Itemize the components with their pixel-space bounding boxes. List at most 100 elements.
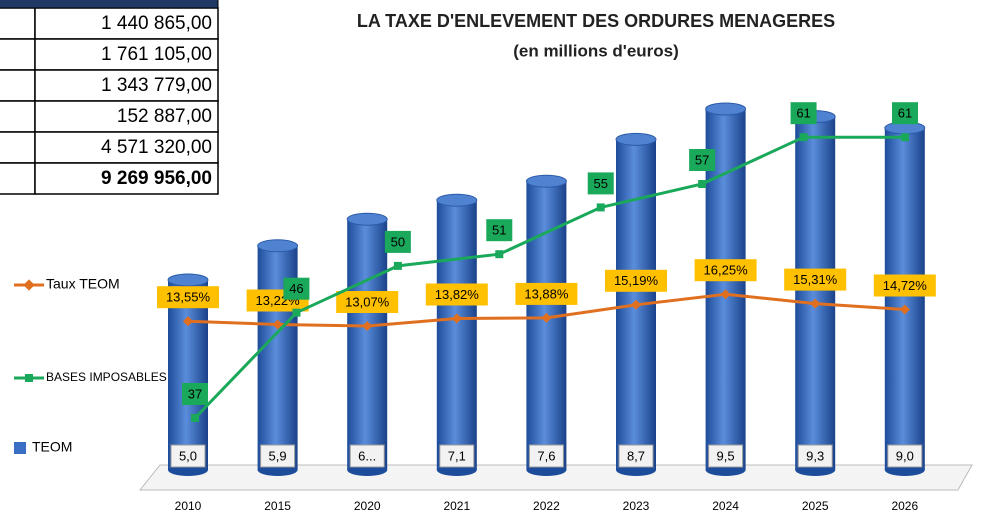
data-label: 57 (695, 152, 709, 167)
chart-subtitle: (en millions d'euros) (513, 41, 679, 60)
data-label: 9,0 (896, 448, 914, 463)
data-label-box (873, 274, 936, 297)
x-tick-label: 2024 (712, 499, 739, 513)
data-label-box (605, 269, 667, 292)
data-label-box (587, 172, 614, 195)
data-label: 14,72% (883, 278, 928, 293)
data-label-box (425, 283, 488, 306)
bar-top (257, 239, 299, 253)
marker (810, 298, 821, 309)
data-label-box (790, 102, 817, 125)
data-label: 16,25% (704, 263, 749, 278)
marker (362, 321, 373, 331)
legend-label: TEOM (32, 439, 72, 455)
legend-swatch (25, 374, 33, 382)
x-tick-label: 2022 (533, 499, 560, 513)
marker (899, 304, 910, 315)
data-label: 7,6 (537, 448, 555, 463)
data-label: 9,3 (806, 448, 824, 463)
table-cell (34, 69, 219, 102)
data-label-box (349, 444, 385, 468)
data-label-box (170, 444, 206, 468)
data-label: 6... (358, 448, 376, 463)
x-tick-label: 2025 (802, 499, 829, 513)
line-bases (193, 135, 905, 420)
marker (183, 316, 193, 327)
marker (451, 313, 462, 324)
data-label-box (689, 149, 716, 171)
data-label-box (486, 219, 513, 242)
data-label-box (157, 286, 219, 309)
marker (901, 133, 909, 142)
data-label-box (708, 444, 744, 468)
marker (720, 289, 731, 300)
table-cell (0, 38, 36, 71)
data-label-box (618, 444, 654, 468)
data-label: 55 (593, 176, 607, 191)
data-label: 46 (289, 281, 303, 296)
bar (884, 128, 925, 470)
x-tick-label: 2023 (623, 499, 650, 513)
table-cell (0, 162, 36, 195)
x-tick-label: 2021 (443, 499, 470, 513)
data-label-box (439, 444, 475, 468)
bar-top (705, 102, 747, 116)
marker (272, 319, 283, 330)
marker (191, 414, 199, 422)
table-cell (0, 69, 36, 102)
marker (799, 133, 808, 142)
x-tick-label: 2010 (175, 499, 202, 513)
marker (495, 250, 504, 259)
data-label: 61 (796, 106, 810, 121)
bar-top (525, 174, 567, 188)
table-cell (0, 131, 36, 164)
bar (168, 280, 208, 470)
data-label: 13,82% (435, 287, 480, 302)
data-label: 5,0 (179, 448, 197, 463)
data-label-box (797, 444, 833, 468)
data-label-box (528, 444, 564, 468)
data-label-box (887, 444, 923, 468)
bar-top (615, 132, 657, 146)
legend-swatch (14, 442, 26, 454)
legend-label: Taux TEOM (46, 276, 120, 292)
data-label: 13,55% (166, 290, 211, 305)
marker (393, 261, 402, 270)
data-label: 13,88% (524, 286, 569, 301)
data-label: 37 (188, 386, 202, 401)
table-value: 1 343 779,00 (101, 75, 212, 96)
data-label-box (384, 230, 411, 253)
table-cell (0, 7, 36, 40)
marker (292, 308, 301, 317)
table-value: 1 440 865,00 (101, 13, 212, 34)
data-label: 5,9 (269, 448, 287, 463)
table-cell (34, 100, 219, 133)
marker (541, 312, 552, 323)
bar (526, 181, 567, 470)
data-label-box (260, 444, 296, 468)
marker (698, 180, 707, 188)
marker (631, 299, 641, 310)
bar (436, 200, 477, 470)
data-label-box (515, 282, 578, 305)
table-cell (0, 100, 36, 133)
data-label: 15,31% (793, 272, 838, 287)
data-label-box (283, 277, 310, 300)
data-label-box (892, 102, 918, 125)
bar-top (167, 273, 209, 287)
bar (795, 116, 836, 470)
legend-swatch (23, 279, 35, 291)
table-cell (34, 7, 219, 40)
bar-top (346, 212, 388, 226)
data-label: 13,07% (345, 294, 390, 309)
x-tick-label: 2026 (891, 499, 918, 513)
data-label: 15,19% (614, 273, 659, 288)
bar-top (436, 193, 478, 207)
chart-title: LA TAXE D'ENLEVEMENT DES ORDURES MENAGER… (357, 11, 835, 31)
data-label: 7,1 (448, 448, 466, 463)
x-tick-label: 2020 (354, 499, 381, 513)
table-value: 152 887,00 (117, 106, 212, 127)
data-label-box (694, 259, 757, 282)
